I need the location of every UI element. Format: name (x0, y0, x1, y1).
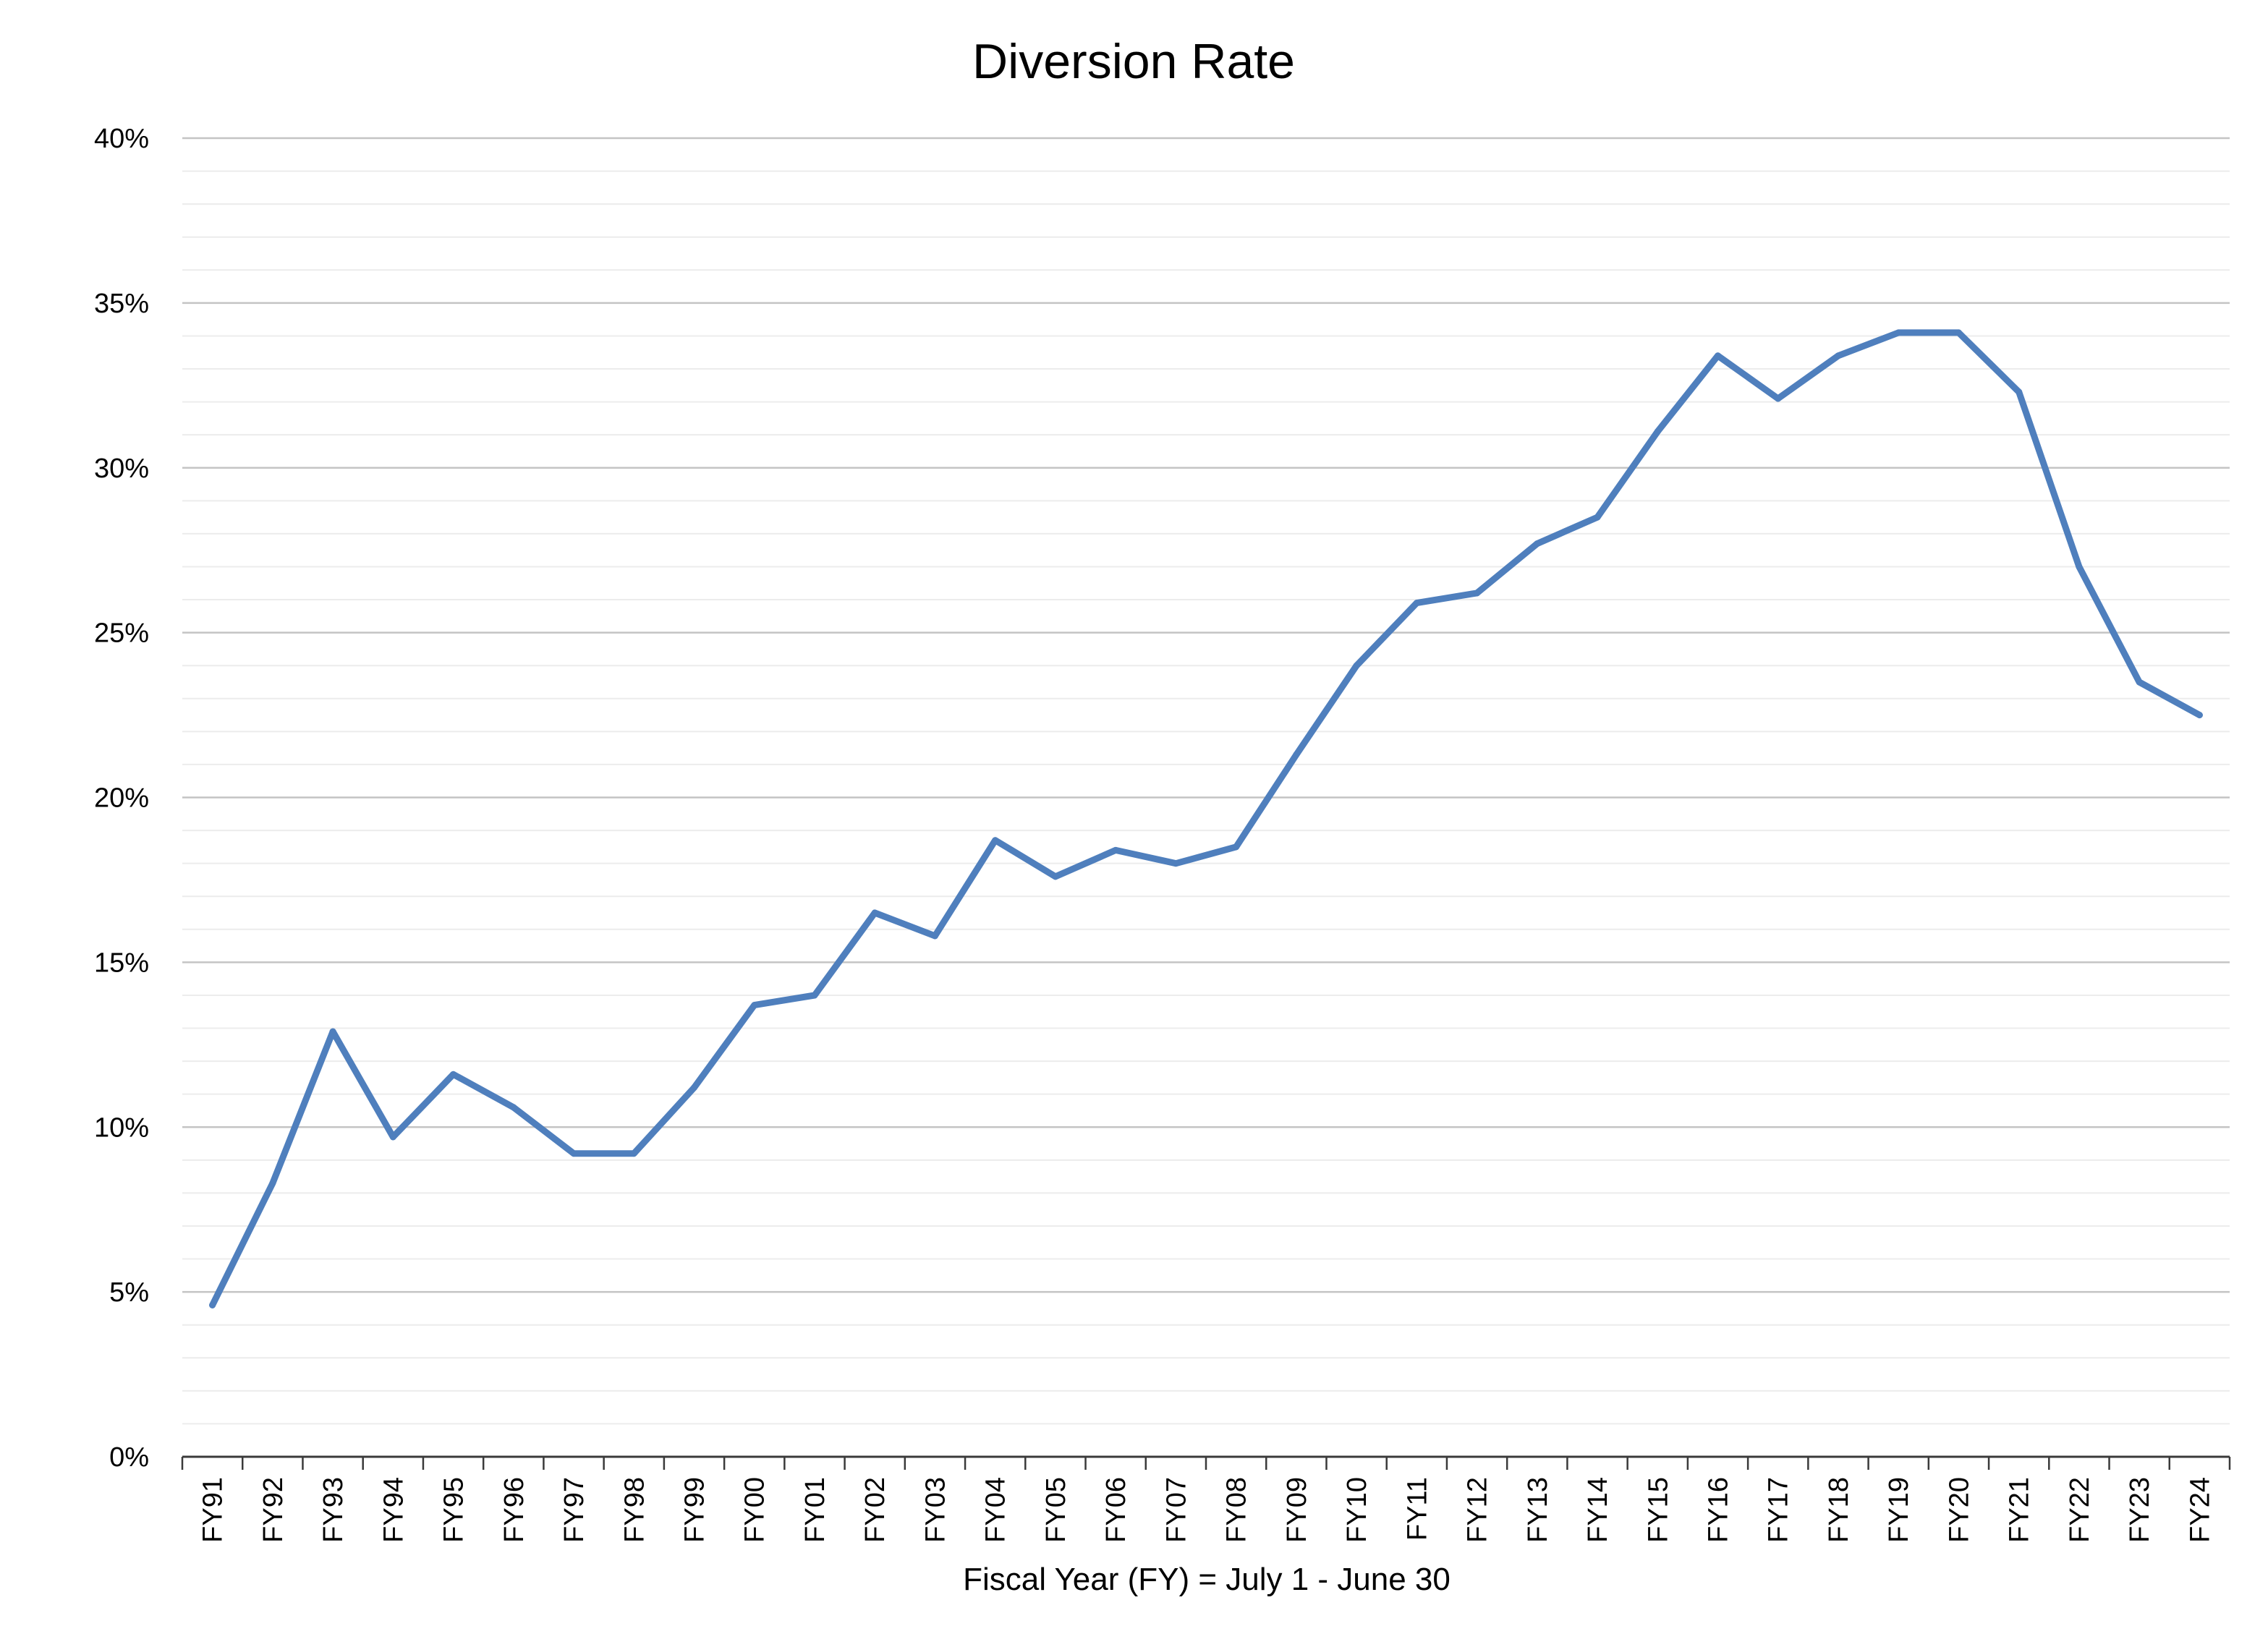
x-tick-label: FY21 (2005, 1477, 2035, 1543)
data-point (691, 1084, 697, 1091)
x-tick-label: FY24 (2185, 1477, 2215, 1543)
x-tick-label: FY20 (1944, 1477, 1974, 1543)
x-tick-label: FY02 (860, 1477, 891, 1543)
x-tick-label: FY12 (1463, 1477, 1493, 1543)
y-tick-label: 35% (94, 289, 149, 319)
data-point (1534, 540, 1541, 548)
x-tick-label: FY05 (1041, 1477, 1071, 1543)
x-tick-label: FY04 (981, 1477, 1011, 1543)
series-line (209, 329, 2203, 1308)
data-point (811, 992, 818, 999)
data-point (1293, 751, 1300, 758)
x-tick-label: FY96 (499, 1477, 530, 1543)
data-point (1955, 329, 1962, 336)
data-point (1353, 662, 1360, 669)
y-tick-label: 25% (94, 618, 149, 649)
data-point (1474, 590, 1481, 597)
data-point (1775, 395, 1782, 402)
y-tick-label: 5% (109, 1277, 149, 1308)
y-axis-tick-labels: 0% 5% 10% 15% 20% 25% 30% 35% 40% (94, 124, 149, 1473)
y-tick-label: 30% (94, 454, 149, 484)
data-point (570, 1150, 577, 1157)
y-tick-label: 20% (94, 783, 149, 814)
data-point (931, 932, 938, 940)
x-tick-label: FY03 (920, 1477, 951, 1543)
x-tick-label: FY19 (1884, 1477, 1914, 1543)
data-point (1654, 428, 1661, 435)
x-tick-label: FY08 (1222, 1477, 1252, 1543)
x-tick-label: FY09 (1282, 1477, 1312, 1543)
data-point (2076, 563, 2083, 570)
data-point (1895, 329, 1902, 336)
series-layer (209, 329, 2203, 1308)
x-tick-label: FY06 (1101, 1477, 1131, 1543)
data-point (1413, 600, 1420, 607)
x-tick-label: FY13 (1523, 1477, 1553, 1543)
x-tick-label: FY95 (439, 1477, 470, 1543)
x-tick-label: FY01 (800, 1477, 831, 1543)
x-tick-label: FY14 (1583, 1477, 1613, 1543)
y-tick-label: 15% (94, 948, 149, 978)
data-point (2016, 388, 2023, 396)
x-tick-label: FY99 (680, 1477, 710, 1543)
x-tick-label: FY00 (740, 1477, 770, 1543)
data-point (510, 1104, 517, 1111)
data-point (1052, 873, 1059, 880)
data-point (1112, 846, 1119, 854)
data-point (871, 909, 878, 916)
x-tick-label: FY10 (1342, 1477, 1372, 1543)
x-axis-label: Fiscal Year (FY) = July 1 - June 30 (963, 1562, 1451, 1597)
x-tick-label: FY18 (1824, 1477, 1854, 1543)
x-tick-label: FY17 (1764, 1477, 1794, 1543)
x-tick-label: FY16 (1704, 1477, 1734, 1543)
y-tick-label: 40% (94, 124, 149, 154)
x-tick-label: FY98 (619, 1477, 650, 1543)
data-point (630, 1150, 637, 1157)
data-point (1594, 514, 1601, 521)
data-point (1233, 843, 1240, 851)
x-tick-label: FY97 (559, 1477, 590, 1543)
data-point (751, 1002, 758, 1009)
data-point (1172, 860, 1179, 867)
data-point (1835, 352, 1842, 359)
data-point (209, 1301, 216, 1308)
x-tick-label: FY11 (1402, 1477, 1432, 1541)
data-point (450, 1071, 457, 1078)
data-point (2196, 712, 2203, 719)
x-tick-label: FY91 (198, 1477, 229, 1543)
data-point (269, 1180, 276, 1187)
x-tick-label: FY93 (318, 1477, 349, 1543)
x-tick-label: FY92 (258, 1477, 289, 1543)
y-tick-label: 10% (94, 1112, 149, 1143)
x-tick-label: FY15 (1643, 1477, 1673, 1543)
x-tick-label: FY07 (1161, 1477, 1192, 1543)
y-tick-label: 0% (109, 1442, 149, 1473)
data-point (992, 837, 999, 844)
x-tick-label: FY23 (2125, 1477, 2155, 1543)
data-point (1715, 352, 1721, 359)
data-point (389, 1133, 396, 1141)
data-point (2136, 678, 2143, 686)
chart-title: Diversion Rate (972, 34, 1295, 89)
data-point (329, 1028, 336, 1035)
x-tick-label: FY94 (378, 1477, 409, 1543)
x-axis-ticks: FY91 FY92 FY93 FY94 FY95 FY96 FY97 FY98 FY99 FY00… (181, 1457, 2231, 1543)
x-tick-label: FY22 (2065, 1477, 2095, 1543)
grid-lines (182, 137, 2230, 1425)
